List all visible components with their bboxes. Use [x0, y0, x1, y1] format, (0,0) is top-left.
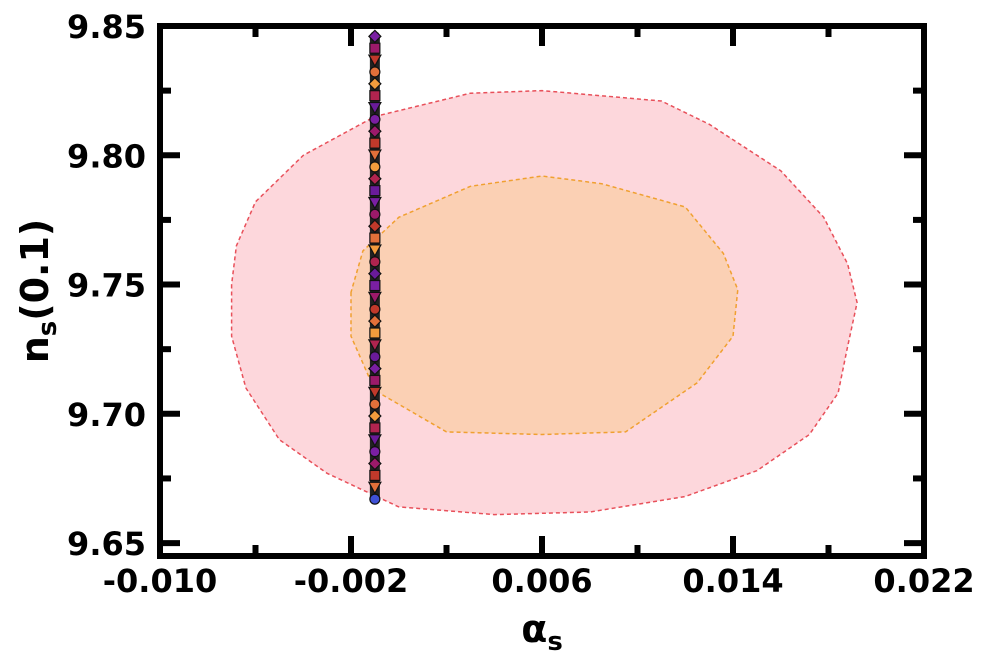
- marker-point: [368, 314, 382, 328]
- y-axis-label-main: n: [13, 336, 57, 363]
- marker-point: [368, 361, 382, 376]
- y-tick-label: 9.65: [67, 525, 146, 563]
- x-tick-label: -0.002: [294, 562, 409, 600]
- marker-point: [367, 196, 382, 210]
- x-tick-label: 0.014: [682, 562, 783, 600]
- marker-point: [368, 124, 382, 139]
- marker-point: [369, 279, 381, 292]
- contour-inner: [350, 175, 739, 436]
- marker-point: [367, 54, 382, 68]
- marker-layer: [367, 29, 382, 505]
- marker-point: [367, 481, 382, 495]
- marker-point: [369, 493, 381, 505]
- y-tick-label: 9.75: [67, 267, 146, 305]
- x-axis-label: αs: [521, 607, 563, 657]
- marker-point: [369, 256, 381, 268]
- marker-point: [369, 422, 381, 434]
- marker-point: [368, 266, 382, 281]
- plot-frame: [157, 23, 927, 559]
- marker-point: [368, 29, 382, 44]
- y-tick-label: 9.80: [67, 137, 146, 175]
- x-tick-label: 0.022: [873, 562, 974, 600]
- marker-point: [367, 339, 382, 353]
- marker-point: [368, 219, 382, 234]
- y-tick-label: 9.70: [67, 396, 146, 434]
- marker-point: [369, 327, 381, 339]
- marker-point: [369, 137, 381, 149]
- marker-point: [369, 446, 381, 458]
- x-axis-label-main: α: [521, 607, 547, 651]
- y-tick-label: 9.85: [67, 8, 146, 46]
- marker-point: [369, 374, 381, 387]
- contour-layer: [230, 89, 858, 516]
- marker-point: [369, 469, 381, 481]
- marker-point: [369, 232, 381, 244]
- marker-point: [368, 76, 382, 91]
- marker-point: [367, 386, 382, 400]
- marker-point: [368, 456, 382, 471]
- x-tick-label: -0.010: [103, 562, 218, 600]
- marker-point: [369, 398, 381, 410]
- marker-point: [369, 185, 381, 197]
- marker-point: [369, 42, 381, 54]
- marker-point: [367, 244, 382, 258]
- marker-point: [369, 303, 381, 315]
- marker-point: [367, 101, 382, 115]
- marker-point: [367, 434, 382, 448]
- y-axis-label-suffix: (0.1): [13, 219, 57, 321]
- marker-point: [369, 90, 381, 102]
- marker-point: [369, 113, 381, 126]
- marker-point: [368, 171, 382, 186]
- marker-point: [369, 161, 381, 173]
- marker-point: [369, 351, 381, 363]
- marker-point: [368, 409, 382, 423]
- x-axis-label-sub: s: [547, 627, 562, 657]
- marker-point: [369, 208, 381, 220]
- marker-point: [367, 149, 382, 163]
- y-axis-label-sub: s: [33, 321, 63, 336]
- y-axis-label: ns(0.1): [13, 219, 63, 364]
- marker-point: [369, 66, 381, 78]
- tick-label-layer: -0.010 -0.002 0.006 0.014 0.022 9.65 9.70 9.75 9…: [67, 8, 975, 600]
- x-tick-label: 0.006: [491, 562, 592, 600]
- marker-point: [367, 291, 382, 305]
